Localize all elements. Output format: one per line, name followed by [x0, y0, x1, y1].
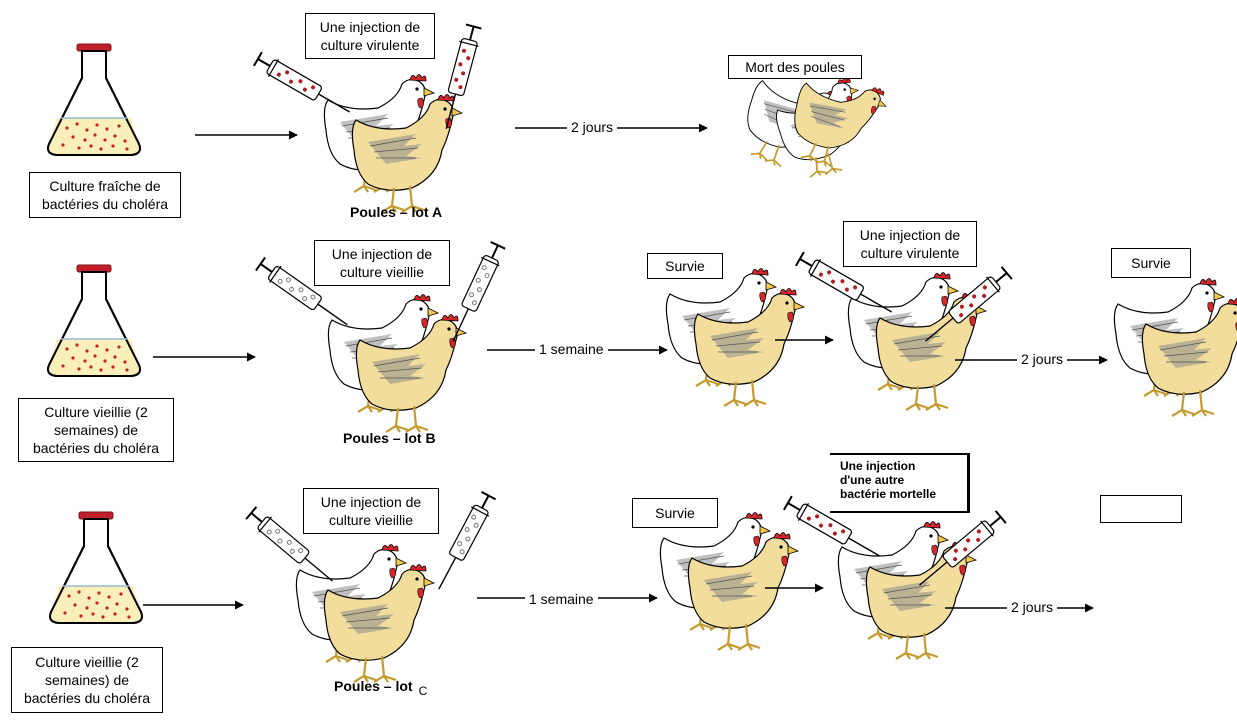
hens-lot-b-second-injection — [848, 273, 986, 411]
second-delay-label-lot-b: 2 jours — [1017, 351, 1068, 367]
second-injection-label-lot-c: Une injection d'une autre bactérie morte… — [830, 453, 970, 513]
hens-lot-b-final-survived — [1114, 279, 1237, 417]
syringe-lot-c-right-icon — [428, 489, 499, 595]
injection-label-lot-a: Une injection de culture virulente — [305, 13, 435, 59]
hens-lot-c — [296, 545, 434, 683]
result-label-lot-b: Survie — [647, 253, 723, 279]
culture-label-lot-a: Culture fraîche de bactéries du choléra — [29, 172, 181, 218]
flask-aged-culture-b-icon — [47, 264, 141, 377]
injection-label-lot-b: Une injection de culture vieillie — [314, 240, 450, 286]
dead-hens-icon — [730, 62, 891, 182]
culture-label-lot-b: Culture vieillie (2 semaines) de bactéri… — [18, 398, 174, 462]
delay-label-lot-a: 2 jours — [567, 119, 618, 135]
final-result-label-lot-b: Survie — [1111, 248, 1191, 278]
final-result-box-lot-c — [1100, 495, 1182, 523]
result-label-lot-c: Survie — [632, 498, 718, 528]
delay-label-lot-c: 1 semaine — [525, 591, 598, 607]
flask-aged-culture-c-icon — [49, 511, 143, 624]
culture-label-lot-c: Culture vieillie (2 semaines) de bactéri… — [11, 647, 163, 713]
hens-lot-c-survived — [660, 513, 798, 651]
hens-lot-b-survived — [666, 269, 804, 407]
hens-lot-c-second-injection — [838, 522, 976, 660]
hens-lot-b — [328, 295, 466, 433]
hens-lot-a — [324, 75, 462, 213]
injection-label-lot-c: Une injection de culture vieillie — [303, 488, 439, 534]
second-injection-label-lot-b: Une injection de culture virulente — [843, 221, 977, 267]
result-label-lot-a: Mort des poules — [728, 55, 862, 79]
group-label-lot-c: Poules – lot C — [334, 678, 428, 698]
group-label-lot-b: Poules – lot B — [343, 430, 436, 446]
group-label-lot-a: Poules – lot A — [350, 204, 443, 220]
second-delay-label-lot-c: 2 jours — [1007, 599, 1058, 615]
delay-label-lot-b: 1 semaine — [535, 341, 608, 357]
flask-fresh-culture-icon — [47, 43, 141, 156]
